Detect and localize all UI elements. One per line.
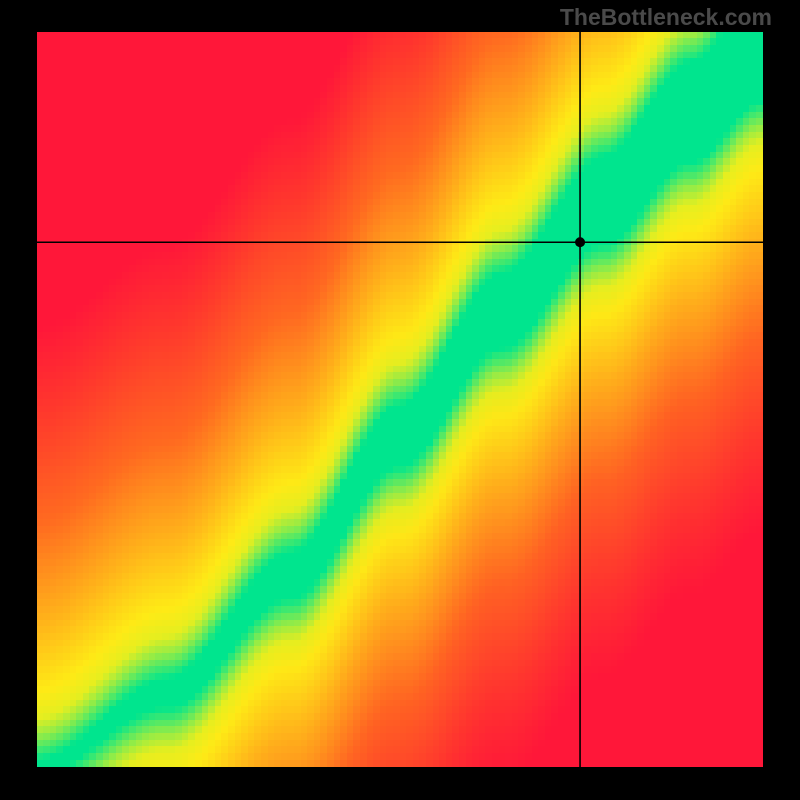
watermark-text: TheBottleneck.com xyxy=(560,4,772,31)
chart-container: TheBottleneck.com xyxy=(0,0,800,800)
bottleneck-heatmap xyxy=(37,32,763,767)
